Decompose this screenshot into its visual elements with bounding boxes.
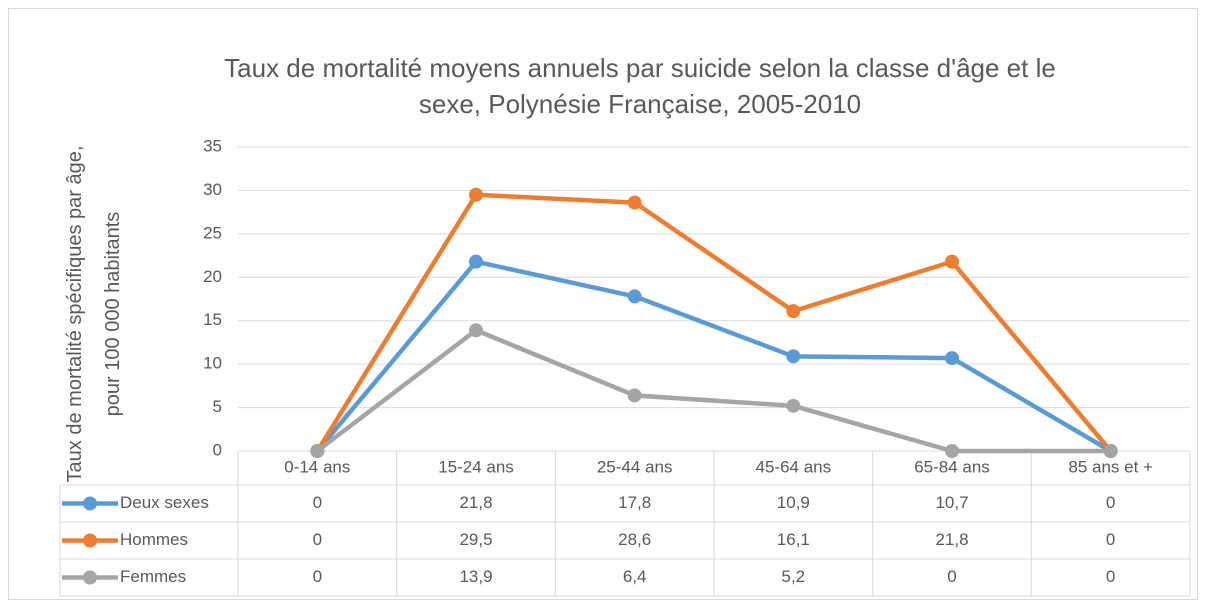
x-tick-label: 15-24 ans — [438, 457, 514, 476]
y-tick-label: 5 — [213, 397, 222, 416]
table-cell: 28,6 — [618, 530, 651, 549]
y-tick-label: 10 — [203, 354, 222, 373]
marker — [945, 444, 959, 458]
marker — [945, 351, 959, 366]
y-tick-label: 25 — [203, 223, 222, 242]
table-cell: 16,1 — [777, 530, 810, 549]
x-tick-label: 45-64 ans — [756, 457, 832, 476]
legend-marker — [83, 570, 97, 585]
y-tick-label: 15 — [203, 310, 222, 329]
table-cell: 10,9 — [777, 493, 810, 512]
marker — [786, 349, 801, 364]
x-tick-label: 85 ans et + — [1068, 457, 1153, 476]
chart-title: Taux de mortalité moyens annuels par sui… — [224, 53, 1056, 119]
table-cell: 21,8 — [935, 530, 968, 549]
marker — [627, 289, 642, 304]
table-cell: 10,7 — [935, 493, 968, 512]
marker — [627, 388, 642, 403]
legend-label: Hommes — [120, 530, 188, 549]
legend-label: Deux sexes — [120, 493, 209, 512]
marker — [469, 254, 483, 269]
table-cell: 13,9 — [459, 567, 492, 586]
table-cell: 5,2 — [782, 567, 806, 586]
series-line — [315, 192, 1113, 453]
y-axis-label: Taux de mortalité spécifiques par âge, p… — [64, 145, 124, 483]
table-cell: 0 — [313, 493, 322, 512]
legend-label: Femmes — [120, 567, 186, 586]
table-cell: 0 — [313, 567, 322, 586]
table-cell: 0 — [1106, 493, 1115, 512]
y-tick-label: 20 — [203, 267, 222, 286]
table-cell: 0 — [1106, 530, 1115, 549]
marker — [1103, 444, 1118, 458]
table-cell: 29,5 — [459, 530, 492, 549]
marker — [786, 304, 801, 319]
series-line — [315, 328, 1111, 454]
x-tick-label: 0-14 ans — [284, 457, 350, 476]
table-cell: 21,8 — [459, 493, 492, 512]
legend-marker — [83, 533, 97, 548]
table-cell: 0 — [947, 567, 956, 586]
table-cell: 0 — [1106, 567, 1115, 586]
marker — [469, 187, 483, 202]
y-tick-label: 35 — [203, 136, 222, 155]
x-tick-label: 25-44 ans — [597, 457, 673, 476]
marker — [310, 444, 325, 458]
series-line — [315, 259, 1112, 453]
marker — [469, 323, 483, 338]
y-tick-label: 0 — [213, 440, 222, 459]
marker — [945, 254, 959, 269]
marker — [786, 398, 801, 413]
marker — [627, 195, 642, 210]
y-tick-label: 30 — [203, 180, 222, 199]
table-cell: 6,4 — [623, 567, 647, 586]
table-cell: 0 — [313, 530, 322, 549]
x-tick-label: 65-84 ans — [914, 457, 990, 476]
legend-marker — [83, 496, 97, 511]
table-cell: 17,8 — [618, 493, 651, 512]
chart-border — [8, 8, 1198, 600]
